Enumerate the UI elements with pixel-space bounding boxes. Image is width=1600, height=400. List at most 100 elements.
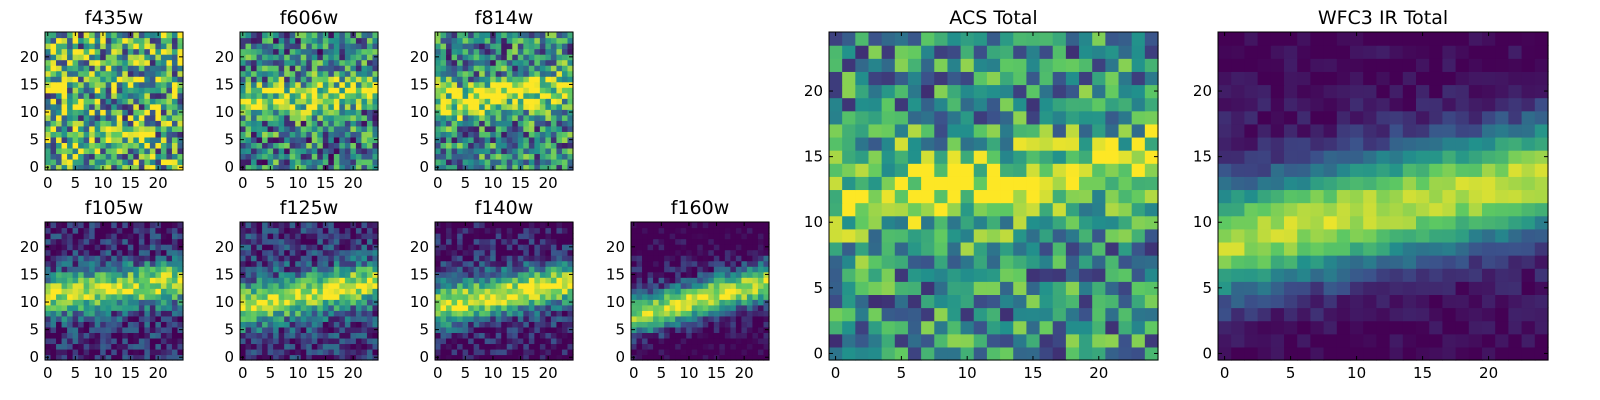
heatmap-cell [61,131,68,138]
heatmap-cell [262,244,269,251]
heatmap-cell [534,81,541,88]
heatmap-cell [517,147,524,155]
heatmap-cell [446,310,453,317]
heatmap-cell [642,244,649,251]
heatmap-cell [713,227,720,234]
heatmap-cell [245,109,252,116]
heatmap-cell [735,282,742,289]
heatmap-cell [166,142,173,149]
heatmap-cell [166,48,173,55]
heatmap-cell [240,120,247,127]
heatmap-cell [278,326,285,333]
heatmap-cell [724,266,731,273]
heatmap-cell [556,354,563,361]
heatmap-cell [339,81,346,88]
heatmap-cell [155,233,162,240]
heatmap-cell [155,87,162,94]
heatmap-cell [567,158,574,166]
heatmap-cell [446,282,453,289]
heatmap-cell [306,87,313,94]
heatmap-cell [240,43,247,50]
heatmap-cell [256,43,263,50]
heatmap-cell [719,233,726,240]
heatmap-cell [473,92,480,99]
heatmap-cell [78,227,85,234]
heatmap-cell [501,81,508,88]
heatmap-cell [240,48,247,55]
heatmap-cell [1026,228,1041,243]
heatmap-cell [636,266,643,273]
heatmap-cell [89,315,96,322]
heatmap-cell [177,310,184,317]
heatmap-cell [468,65,475,72]
heatmap-cell [435,142,442,149]
heatmap-cell [311,109,318,116]
heatmap-cell [664,277,671,284]
heatmap-cell [256,153,263,160]
heatmap-cell [512,222,519,229]
heatmap-cell [322,87,329,94]
heatmap-cell [306,103,313,110]
heatmap-cell [528,315,535,322]
heatmap-cell [366,76,374,83]
heatmap-cell [528,70,535,77]
heatmap-cell [567,233,574,240]
heatmap-cell [479,222,486,229]
heatmap-cell [111,32,118,39]
heatmap-cell [105,260,112,267]
heatmap-cell [907,346,922,361]
heatmap-cell [361,98,368,105]
heatmap-cell [934,241,949,256]
heatmap-cell [561,70,569,77]
heatmap-cell [746,348,754,356]
heatmap-cell [133,227,140,234]
heatmap-cell [446,37,453,44]
heatmap-cell [284,288,291,295]
heatmap-cell [295,120,302,127]
heatmap-cell [111,255,118,262]
heatmap-cell [240,92,247,99]
heatmap-cell [534,271,541,278]
heatmap-cell [680,293,687,300]
heatmap-cell [451,321,458,328]
heatmap-cell [339,158,346,166]
heatmap-cell [83,81,90,88]
heatmap-cell [61,87,68,94]
heatmap-cell [757,354,765,361]
heatmap-cell [372,32,379,39]
heatmap-cell [561,354,569,361]
heatmap-cell [245,92,252,99]
heatmap-cell [457,43,464,50]
heatmap-cell [855,150,870,164]
heatmap-cell [550,354,558,361]
heatmap-cell [94,310,101,317]
heatmap-cell [300,153,307,160]
heatmap-cell [166,332,173,339]
heatmap-cell [144,238,151,245]
heatmap-cell [556,92,563,99]
heatmap-cell [735,315,742,322]
heatmap-cell [100,87,107,94]
heatmap-cell [653,293,660,300]
heatmap-cell [127,266,134,273]
heatmap-cell [339,260,346,267]
heatmap-cell [122,354,129,361]
heatmap-cell [328,81,335,88]
heatmap-cell [484,142,491,149]
heatmap-cell [267,299,274,306]
heatmap-cell [446,343,453,350]
heatmap-cell [300,164,307,171]
heatmap-cell [451,125,458,132]
heatmap-cell [708,348,715,356]
heatmap-cell [56,332,63,339]
heatmap-cell [457,81,464,88]
heatmap-cell [446,238,453,245]
heatmap-cell [300,92,307,99]
heatmap-cell [122,249,129,256]
heatmap-cell [344,238,351,245]
heatmap-cell [94,87,101,94]
heatmap-cell [322,70,329,77]
heatmap-cell [245,288,252,295]
heatmap-cell [741,315,748,322]
heatmap-cell [166,43,173,50]
